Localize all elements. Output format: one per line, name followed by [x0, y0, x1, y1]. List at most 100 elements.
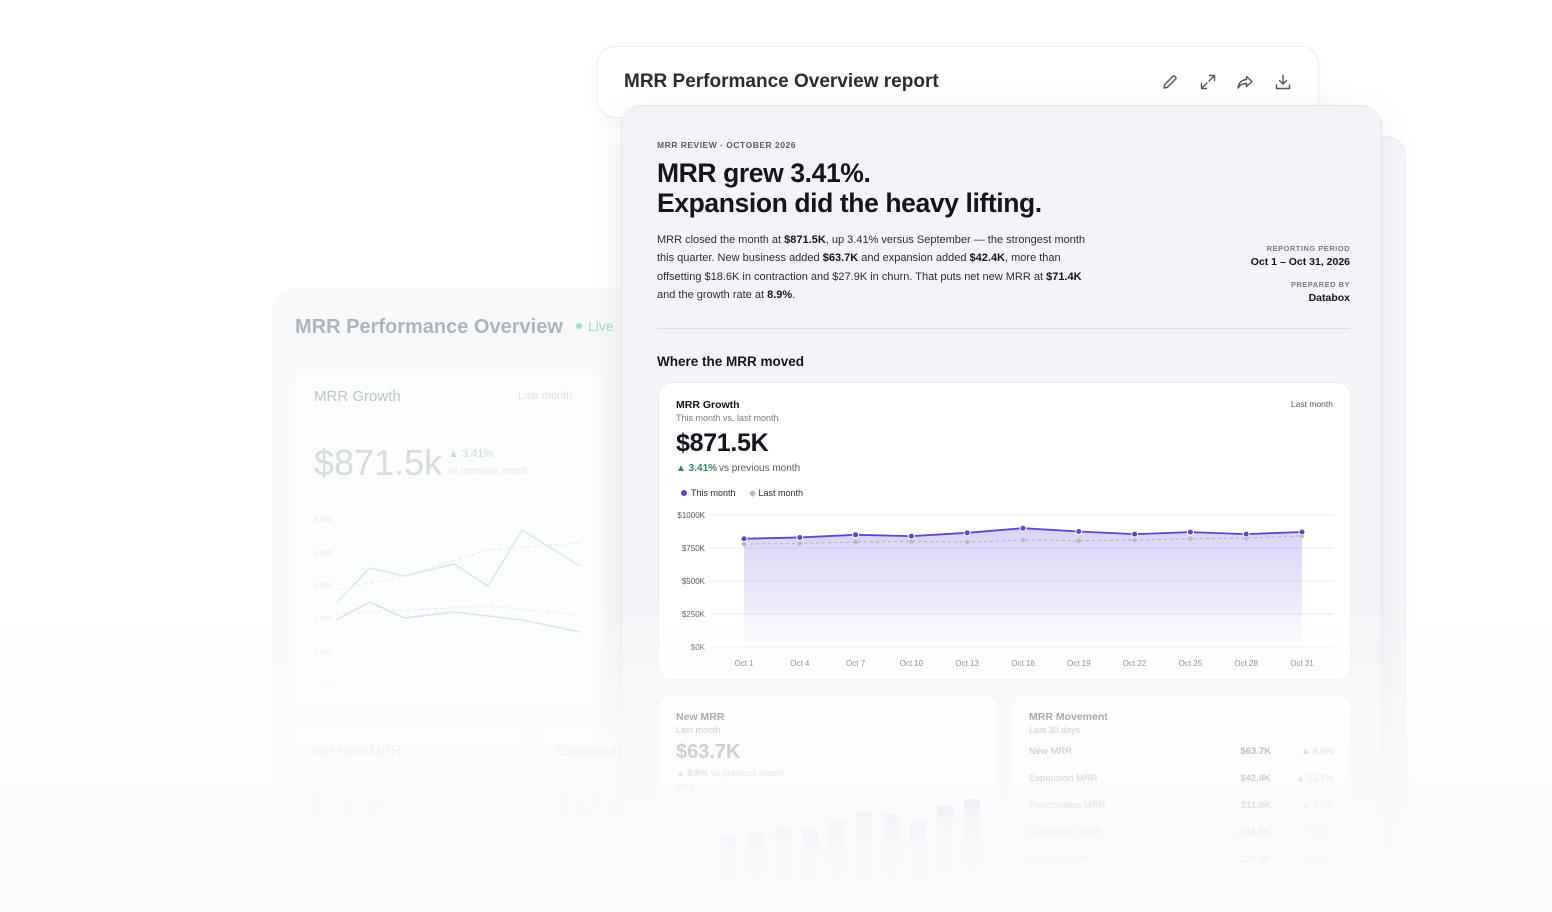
movement-row-value: $11.8K [1240, 800, 1271, 811]
bg-card-delta-note: vs previous month [448, 466, 530, 477]
mrr-growth-chart: $0K $250K $500K $750K $1000K Oct 1 Oct 4 Oct 7… [677, 511, 1334, 668]
this-month-point [963, 529, 971, 537]
bg-card-period: Last month [518, 390, 573, 402]
this-month-point [907, 532, 915, 540]
new-mrr-bar [802, 829, 818, 883]
headline-line-1: MRR grew 3.41%. [657, 158, 871, 188]
new-mrr-bar [829, 821, 845, 883]
new-mrr-bar [856, 811, 872, 883]
new-mrr-delta-note: vs previous month [711, 768, 785, 778]
expand-icon[interactable] [1197, 71, 1219, 93]
growth-card-title: MRR Growth [676, 399, 740, 411]
last-month-point [1187, 535, 1194, 542]
mrr-movement-card: MRR Movement Last 30 days New MRR $63.7K… [1011, 694, 1351, 904]
prepared-by: PREPARED BY Databox [1291, 280, 1350, 304]
last-month-point [1131, 537, 1138, 543]
bg-net-new-title: Net New MRR [312, 742, 402, 758]
bg-net-new-value: $71.4k [312, 790, 391, 820]
y-tick-label: $750K [682, 544, 706, 553]
movement-row-name: Contraction MRR [1029, 827, 1102, 838]
report-summary: MRR closed the month at $871.5K, up 3.41… [657, 234, 1086, 302]
movement-row: New MRR $63.7K ▲ 8.6% [1029, 746, 1333, 760]
x-tick-label: Oct 13 [955, 659, 979, 668]
movement-row-name: Expansion MRR [1029, 773, 1098, 784]
bg-card-chart: 3,000 2,500 2,000 1,500 1,000 0 [314, 517, 581, 689]
y-tick-label: $0K [691, 643, 706, 652]
this-month-point [740, 535, 748, 543]
growth-card-delta-note: vs previous month [719, 463, 801, 474]
x-tick-label: Oct 25 [1179, 659, 1203, 668]
new-mrr-title: New MRR [676, 711, 725, 723]
bg-line-dashed-2 [335, 605, 581, 616]
edit-icon[interactable] [1159, 71, 1181, 93]
bg-y-tick: 1,500 [314, 616, 332, 623]
new-mrr-bar [964, 799, 980, 883]
legend-last-month: Last month [748, 488, 803, 498]
x-tick-label: Oct 7 [846, 659, 866, 668]
chart-legend: This month Last month [681, 488, 803, 498]
this-month-point [1075, 528, 1083, 535]
legend-this-month: This month [681, 488, 736, 498]
x-tick-label: Oct 4 [790, 659, 810, 668]
bg-expansion-value: $42.4 [556, 790, 622, 820]
y-tick-label: $250K [682, 610, 706, 619]
movement-row-value: $63.7K [1240, 746, 1271, 757]
divider [657, 328, 1350, 329]
movement-row-name: Reactivation MRR [1029, 800, 1106, 811]
x-tick-label: Oct 16 [1011, 659, 1035, 668]
section-title: Where the MRR moved [657, 354, 805, 369]
movement-row: Contraction MRR -$18.6K ▼ 6.2% [1029, 827, 1333, 841]
report-card: MRR REVIEW · OCTOBER 2026 MRR grew 3.41%… [621, 105, 1382, 905]
growth-card-period[interactable]: Last month [1290, 399, 1333, 409]
prepared-by-label: PREPARED BY [1290, 280, 1350, 289]
this-month-point [852, 531, 860, 539]
last-month-point [1020, 537, 1026, 543]
new-mrr-bar [937, 805, 953, 883]
new-mrr-bar [910, 821, 926, 883]
movement-row-delta: ▲ 8.6% [1301, 746, 1333, 756]
mrr-growth-card: MRR Growth This month vs. last month Las… [658, 382, 1351, 680]
growth-card-subtitle: This month vs. last month [676, 413, 779, 423]
movement-row-delta: ▼ 6.2% [1301, 827, 1333, 837]
x-tick-label: Oct 22 [1123, 659, 1147, 668]
x-tick-label: Oct 28 [1234, 659, 1258, 668]
this-month-point [1131, 530, 1139, 538]
new-mrr-bar [775, 825, 791, 883]
bg-dashboard-title: MRR Performance Overview [295, 316, 563, 338]
this-month-point [1186, 528, 1194, 536]
bg-live-badge: Live [576, 318, 614, 334]
new-mrr-subtitle: Last month [676, 725, 721, 735]
report-eyebrow: MRR REVIEW · OCTOBER 2026 [657, 140, 796, 150]
reporting-period-label: REPORTING PERIOD [1266, 244, 1350, 253]
bg-y-ticks: 3,000 2,500 2,000 1,500 1,000 0 [314, 517, 332, 689]
growth-card-value: $871.5K [676, 429, 769, 457]
this-month-area [744, 528, 1302, 647]
bg-y-tick: 2,500 [314, 550, 332, 557]
bg-y-tick: 1,000 [314, 649, 332, 656]
report-title: MRR Performance Overview report [624, 71, 939, 92]
movement-row-value: -$27.9K [1237, 854, 1271, 865]
reporting-period-value: Oct 1 – Oct 31, 2026 [1250, 256, 1350, 268]
bg-expansion-title: Expansion [556, 742, 622, 758]
movement-row-value: -$18.6K [1237, 827, 1271, 838]
bg-y-tick: 3,000 [314, 517, 332, 524]
new-mrr-axis-mid: $50K [676, 821, 695, 830]
last-month-point [964, 539, 971, 545]
report-headline: MRR grew 3.41%. Expansion did the heavy … [657, 158, 1042, 218]
y-tick-label: $1000K [677, 511, 705, 520]
download-icon[interactable] [1272, 71, 1294, 93]
new-mrr-delta: ▲ 8.6% [676, 768, 708, 778]
headline-line-2: Expansion did the heavy lifting. [657, 188, 1042, 218]
new-mrr-card: New MRR Last month $63.7K ▲ 8.6% vs prev… [658, 694, 998, 904]
movement-row: Churned MRR -$27.9K ▼ 3.1% [1029, 854, 1333, 868]
x-tick-label: Oct 31 [1290, 659, 1314, 668]
bg-card-delta: ▲ 3.41% [448, 448, 494, 460]
share-icon[interactable] [1234, 71, 1256, 93]
this-month-point [1019, 524, 1027, 532]
bg-line-teal [335, 528, 581, 604]
prepared-by-value: Databox [1308, 292, 1350, 304]
new-mrr-bar [748, 831, 764, 883]
movement-title: MRR Movement [1029, 711, 1108, 723]
movement-row-delta: ▲ 4.3% [1301, 800, 1333, 810]
last-month-point [741, 541, 747, 547]
